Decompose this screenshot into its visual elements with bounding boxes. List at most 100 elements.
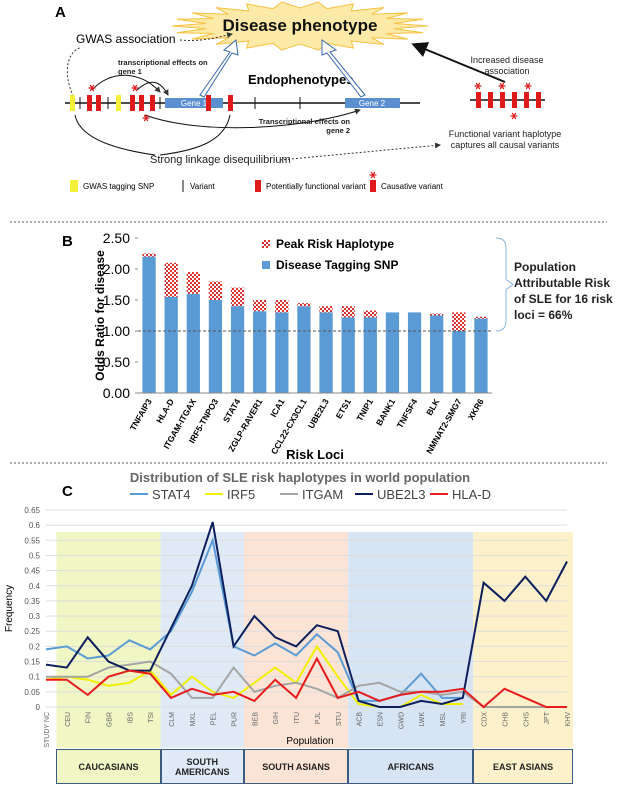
x-tick-label: YRI [461, 712, 468, 724]
bar-segment [275, 300, 289, 313]
phenotype-label: Disease phenotype [223, 16, 378, 35]
x-tick-label: PEL [211, 712, 218, 725]
y-tick-label: 2.00 [103, 261, 130, 277]
x-tick-label: BANK1 [374, 397, 397, 428]
x-tick-label: GIH [273, 712, 280, 724]
gene-box [165, 98, 223, 108]
y-tick-label: 0.50 [103, 354, 130, 370]
x-tick-label: GBR [107, 712, 114, 727]
x-tick-label: ETS1 [334, 397, 353, 421]
legend-swatch [70, 180, 78, 192]
asterisk [370, 171, 376, 179]
y-tick-label: 0.2 [29, 642, 41, 651]
bar-segment [297, 303, 311, 307]
legend-text: GWAS tagging SNP [83, 182, 154, 191]
legend-swatch [370, 180, 376, 192]
endophenotype-label: Endophenotypes [248, 72, 353, 87]
x-tick-label: ESN [377, 712, 384, 726]
x-tick-label: ITU [294, 712, 301, 723]
y-tick-label: 0 [36, 703, 41, 712]
ld-brace [159, 114, 231, 156]
x-tick-label: CHB [502, 712, 509, 727]
gwas-curve [66, 47, 81, 101]
legend-text: Causative variant [381, 182, 444, 191]
bar-segment [275, 312, 289, 393]
bar-segment [208, 300, 223, 393]
legend-text: Variant [190, 182, 216, 191]
x-tick-label: CHS [523, 712, 530, 727]
x-tick-label: ICA1 [268, 397, 286, 419]
x-tick-label: HLA-D [154, 397, 176, 425]
gene-label: Gene 2 [359, 99, 386, 108]
open-arrow-1 [199, 39, 239, 98]
bar-segment [341, 317, 355, 393]
y-tick-label: 0.6 [29, 521, 41, 530]
x-tick-label: STAT4 [221, 397, 243, 424]
haplotype-variants [476, 92, 541, 108]
group-label: EAST ASIANS [473, 749, 573, 784]
bar-segment [363, 317, 377, 393]
y-tick-label: 0.3 [29, 612, 41, 621]
region-band [348, 532, 474, 748]
x-tick-label: UBE2L3 [306, 397, 331, 430]
x-tick-label: TSI [148, 712, 155, 723]
causative-marks [88, 82, 532, 179]
x-tick-label: MXL [190, 712, 197, 727]
x-tick-label: TNIP1 [354, 397, 375, 423]
bar-segment [164, 262, 178, 297]
asterisk [475, 82, 481, 90]
legend-text: UBE2L3 [377, 487, 425, 502]
x-tick-label: JPT [544, 711, 551, 724]
x-tick-label: PJL [315, 712, 322, 724]
bar-segment [363, 310, 377, 318]
bar-segment [253, 300, 267, 312]
asterisk [89, 84, 95, 92]
x-tick-label: FIN [86, 712, 93, 723]
panel-label: A [55, 4, 66, 21]
bar-segment [319, 306, 333, 313]
bar-segment [385, 312, 400, 393]
y-tick-label: 0.4 [29, 582, 41, 591]
bar-segment [186, 272, 200, 294]
gene-label: Gene 1 [181, 99, 208, 108]
group-label: CAUCASIANS [56, 749, 161, 784]
asterisk [132, 84, 138, 92]
bar-segment [208, 281, 223, 300]
panel-label: C [62, 483, 73, 500]
bar-segment [430, 315, 444, 393]
asterisk [525, 82, 531, 90]
x-tick-label: STUDY NC [44, 712, 51, 748]
region-band [243, 532, 349, 748]
legend-swatch [255, 180, 261, 192]
phenotype-burst [171, 1, 429, 51]
effect-arrow [136, 81, 169, 96]
y-tick-label: 0.65 [24, 506, 40, 515]
legend-text: Peak Risk Haplotype [276, 237, 394, 251]
x-tick-label: BEB [252, 712, 259, 726]
asterisk [499, 82, 505, 90]
x-axis-label: Risk Loci [286, 447, 344, 462]
x-tick-label: ACB [357, 712, 364, 727]
x-tick-label: PUR [232, 712, 239, 727]
effect-arrow [144, 108, 361, 129]
asterisk [511, 112, 517, 120]
bar-segment [142, 256, 156, 393]
haplotype-label: Functional variant haplotype captures al… [448, 129, 562, 150]
bar-segment [474, 316, 488, 319]
x-tick-label: MSL [440, 712, 447, 727]
region-band [56, 532, 161, 748]
x-axis-label: Population [286, 736, 333, 747]
annotation: Population Attributable Risk of SLE for … [514, 260, 613, 322]
y-tick-label: 1.00 [103, 323, 130, 339]
y-tick-label: 0.15 [24, 658, 40, 667]
open-arrow-2 [321, 39, 366, 98]
gene-box [345, 98, 400, 108]
legend-text: IRF5 [227, 487, 255, 502]
y-tick-label: 0.00 [103, 385, 130, 401]
ld-label: Strong linkage disequilibrium [150, 154, 291, 166]
series-line [46, 656, 567, 709]
asterisk [143, 114, 149, 122]
legend-text: Potentially functional variant [266, 182, 366, 191]
